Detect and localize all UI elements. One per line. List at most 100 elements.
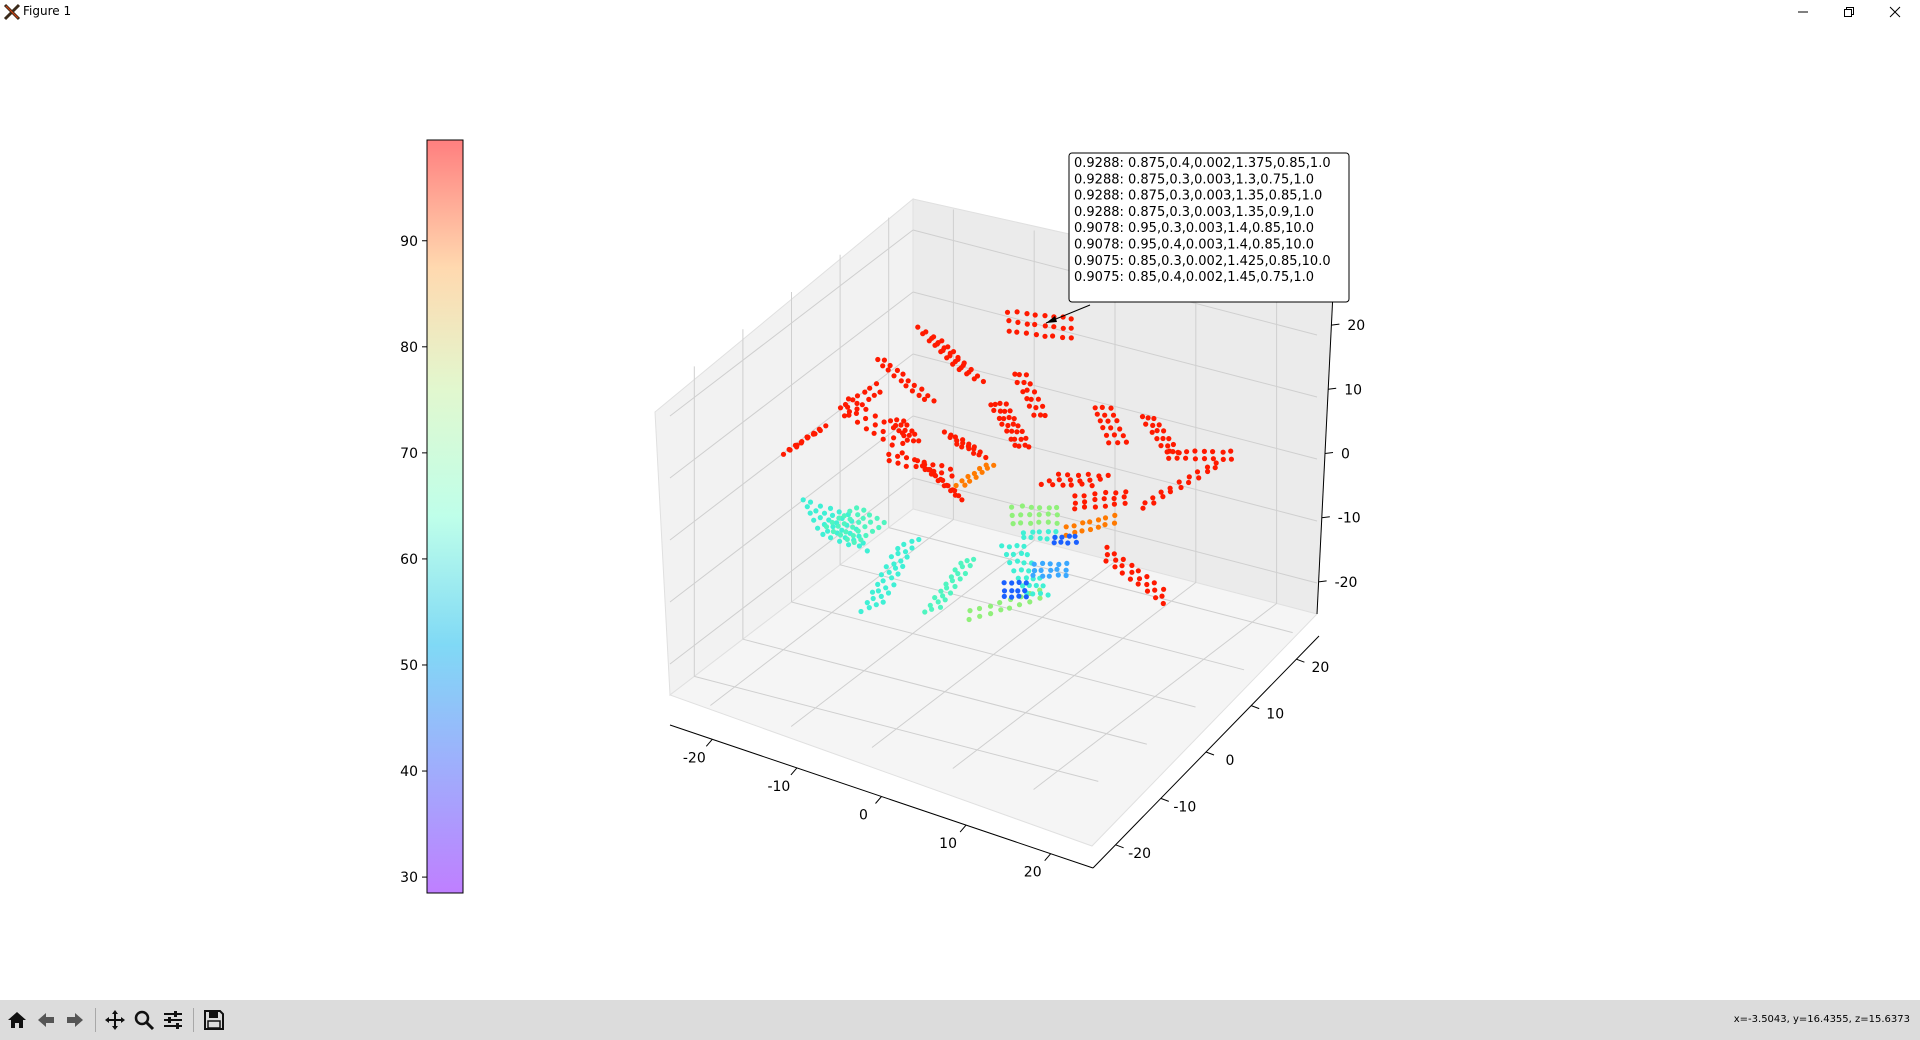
scatter-point	[891, 561, 897, 567]
scatter-point	[817, 515, 823, 521]
scatter-point	[823, 524, 830, 530]
pan-button[interactable]	[102, 1007, 128, 1033]
scatter-point	[1001, 580, 1007, 586]
scatter-point	[886, 451, 892, 457]
scatter-point	[1196, 475, 1202, 481]
scatter-point	[974, 373, 981, 379]
scatter-point	[1042, 333, 1048, 339]
scatter-point	[1072, 506, 1078, 512]
scatter-point	[1068, 335, 1074, 341]
scatter-point	[916, 392, 922, 398]
home-button[interactable]	[4, 1007, 30, 1033]
scatter-point	[855, 512, 861, 518]
scatter-point	[1021, 379, 1027, 386]
scatter-point	[968, 366, 974, 373]
scatter-point	[1089, 483, 1095, 489]
scatter-point	[904, 554, 910, 560]
minimize-button[interactable]	[1780, 0, 1826, 24]
scatter-point	[922, 466, 928, 473]
scatter-point	[1108, 405, 1114, 411]
scatter-point	[1156, 422, 1162, 428]
scatter-point	[1055, 471, 1062, 477]
scatter-point	[1103, 489, 1109, 496]
scatter-point	[1027, 599, 1033, 605]
scatter-point	[1019, 503, 1025, 509]
scatter-point	[841, 413, 848, 419]
scatter-point	[945, 344, 951, 350]
scatter-point	[881, 357, 888, 363]
colorbar-tick-label: 60	[400, 552, 418, 568]
scatter-point	[971, 450, 977, 456]
colorbar-tick-label: 80	[400, 340, 418, 356]
forward-button[interactable]	[62, 1007, 88, 1033]
scatter-point	[888, 554, 895, 560]
scatter-point	[1151, 415, 1157, 422]
scatter-point	[1030, 529, 1036, 535]
scatter-point	[871, 392, 877, 398]
scatter-point	[1178, 484, 1184, 491]
scatter-point	[909, 538, 915, 544]
x-tick-label: 0	[859, 808, 868, 824]
scatter-point	[935, 478, 941, 484]
scatter-point	[841, 521, 847, 527]
title-bar: Figure 1	[0, 0, 1920, 24]
scatter-point	[1082, 499, 1088, 505]
restore-button[interactable]	[1826, 0, 1872, 24]
figure-canvas[interactable]: 30 40 50 60 70 80 90 -20 -10 0 10 20 -20 -10 0 10 20 -…	[0, 24, 1920, 1000]
scatter-point	[799, 439, 805, 445]
colorbar-tick-label: 90	[400, 234, 418, 250]
scatter-point	[821, 510, 828, 516]
scatter-point	[1018, 512, 1024, 518]
scatter-point	[1176, 479, 1182, 485]
scatter-point	[854, 393, 861, 399]
scatter-point	[1079, 481, 1085, 487]
scatter-point	[967, 563, 973, 569]
scatter-point	[928, 471, 935, 477]
scatter-point	[992, 401, 998, 407]
scatter-point	[1054, 504, 1060, 511]
annotation-box	[1068, 152, 1350, 303]
scatter-point	[895, 453, 901, 459]
scatter-point	[807, 510, 813, 516]
scatter-point	[853, 410, 860, 416]
zoom-button[interactable]	[131, 1007, 157, 1033]
scatter-point	[1003, 401, 1009, 407]
scatter-point	[1015, 575, 1021, 581]
scatter-point	[1121, 494, 1127, 500]
scatter-point	[863, 415, 869, 422]
scatter-point	[1054, 512, 1060, 518]
scatter-point	[947, 590, 954, 596]
scatter-point	[861, 507, 867, 513]
configure-subplots-button[interactable]	[160, 1007, 186, 1033]
scatter-point	[846, 412, 852, 418]
scatter-point	[841, 513, 847, 519]
scatter-point	[1154, 436, 1160, 442]
scatter-point	[1106, 440, 1112, 446]
scatter-point	[880, 578, 886, 584]
grid-line	[669, 353, 914, 541]
scatter-point	[878, 572, 885, 578]
save-button[interactable]	[201, 1007, 227, 1033]
scatter-point	[1051, 540, 1057, 546]
back-button[interactable]	[33, 1007, 59, 1033]
close-button[interactable]	[1872, 0, 1918, 24]
scatter-point	[947, 466, 954, 472]
scatter-point	[1009, 580, 1015, 586]
scatter-point	[940, 593, 946, 599]
scatter-point	[837, 538, 843, 544]
scatter-point	[886, 569, 892, 575]
scatter-point	[1108, 425, 1114, 431]
scatter-point	[929, 606, 935, 612]
scatter-point	[1111, 551, 1117, 557]
scatter-point	[816, 426, 822, 432]
scatter-point	[1021, 534, 1027, 540]
scatter-point	[1158, 443, 1164, 449]
scatter-point	[854, 419, 861, 425]
scatter-point	[900, 371, 906, 377]
scatter-point	[829, 512, 836, 518]
x-tick	[1044, 853, 1052, 862]
scatter-point	[863, 532, 869, 539]
grid-line	[710, 519, 954, 706]
scatter-point	[1081, 504, 1088, 510]
grid-line	[912, 291, 1318, 398]
